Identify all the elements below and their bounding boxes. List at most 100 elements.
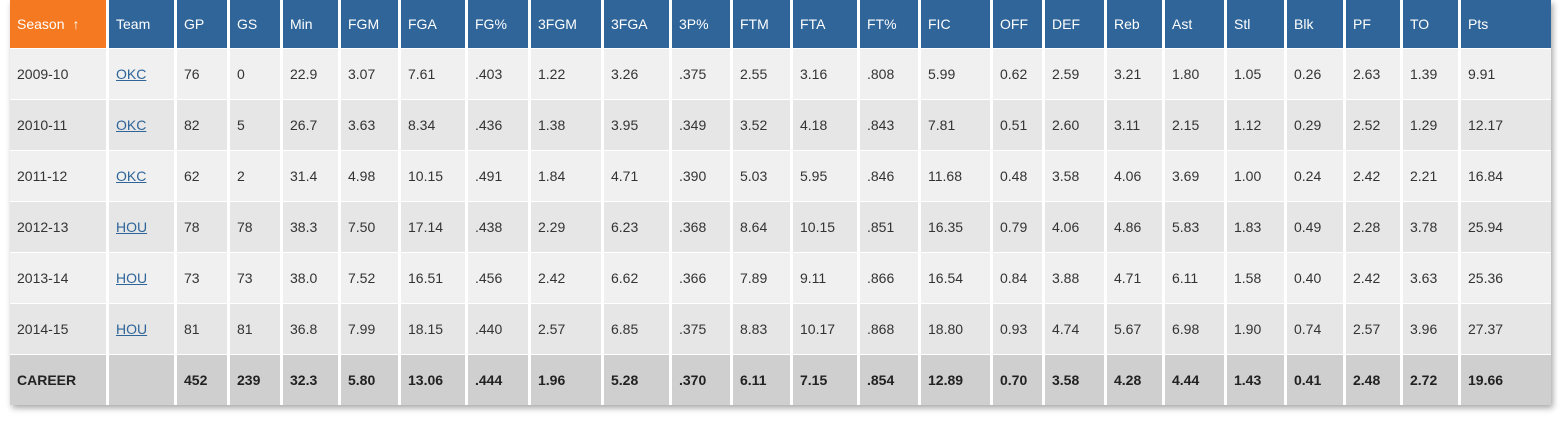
column-header-3p-pct[interactable]: 3P% [672, 0, 733, 48]
stat-cell: 3.63 [1403, 252, 1461, 303]
stat-cell: 25.36 [1461, 252, 1551, 303]
column-header-reb[interactable]: Reb [1107, 0, 1165, 48]
column-header-season[interactable]: Season ↑ [10, 0, 109, 48]
stat-cell: 4.06 [1107, 150, 1165, 201]
stat-cell: .456 [468, 252, 531, 303]
sort-ascending-icon: ↑ [72, 16, 80, 32]
season-cell: 2012-13 [10, 201, 109, 252]
stat-cell: 2.28 [1346, 201, 1403, 252]
stat-cell: 3.11 [1107, 99, 1165, 150]
stat-cell: 0.29 [1287, 99, 1346, 150]
stat-cell: 5.95 [793, 150, 860, 201]
team-link[interactable]: OKC [116, 66, 147, 82]
season-cell: 2010-11 [10, 99, 109, 150]
table-row: 2011-12 OKC 62 2 31.4 4.98 10.15.491 1.84 4.71.3… [10, 150, 1551, 201]
column-header-ftm[interactable]: FTM [733, 0, 793, 48]
stat-cell: 4.71 [1107, 252, 1165, 303]
stat-cell: 26.7 [283, 99, 341, 150]
stat-cell: 3.16 [793, 48, 860, 99]
stat-cell: 18.80 [921, 303, 993, 354]
stat-cell: 0.26 [1287, 48, 1346, 99]
stat-cell: 2.42 [1346, 252, 1403, 303]
stat-cell: 2.21 [1403, 150, 1461, 201]
column-header-pts[interactable]: Pts [1461, 0, 1551, 48]
column-header-team[interactable]: Team [109, 0, 177, 48]
column-header-def[interactable]: DEF [1045, 0, 1107, 48]
stat-cell: 0.24 [1287, 150, 1346, 201]
stat-cell: 16.54 [921, 252, 993, 303]
stats-table-container: Season ↑ Team GP GS Min FGM FGA FG% 3FGM … [10, 0, 1551, 405]
stat-cell: 0.51 [993, 99, 1045, 150]
column-header-fg-pct[interactable]: FG% [468, 0, 531, 48]
column-header-to[interactable]: TO [1403, 0, 1461, 48]
column-header-gs[interactable]: GS [230, 0, 283, 48]
stat-cell: 3.63 [341, 99, 401, 150]
column-header-off[interactable]: OFF [993, 0, 1045, 48]
stat-cell: 0.79 [993, 201, 1045, 252]
column-header-fta[interactable]: FTA [793, 0, 860, 48]
stat-cell: 1.90 [1227, 303, 1287, 354]
stat-cell: 7.99 [341, 303, 401, 354]
stat-cell: 78 [230, 201, 283, 252]
stat-cell: .843 [860, 99, 921, 150]
stat-cell: 12.17 [1461, 99, 1551, 150]
stat-cell: 0.62 [993, 48, 1045, 99]
stat-cell: 3.96 [1403, 303, 1461, 354]
team-cell: HOU [109, 303, 177, 354]
stat-cell: 2.59 [1045, 48, 1107, 99]
stat-cell: 22.9 [283, 48, 341, 99]
stat-cell: 2.42 [1346, 150, 1403, 201]
team-link[interactable]: OKC [116, 117, 147, 133]
stat-cell: 36.8 [283, 303, 341, 354]
column-header-3fga[interactable]: 3FGA [604, 0, 672, 48]
stat-cell: 0 [230, 48, 283, 99]
column-header-fgm[interactable]: FGM [341, 0, 401, 48]
stat-cell: .866 [860, 252, 921, 303]
team-link[interactable]: HOU [116, 270, 148, 286]
stat-cell: 1.38 [531, 99, 604, 150]
header-row: Season ↑ Team GP GS Min FGM FGA FG% 3FGM … [10, 0, 1551, 48]
career-stat-cell: 0.70 [993, 354, 1045, 405]
column-header-fga[interactable]: FGA [401, 0, 468, 48]
stat-cell: 3.69 [1165, 150, 1227, 201]
stat-cell: 10.15 [793, 201, 860, 252]
stat-cell: 3.26 [604, 48, 672, 99]
career-stat-cell: 4.44 [1165, 354, 1227, 405]
stat-cell: 2.29 [531, 201, 604, 252]
team-cell: OKC [109, 48, 177, 99]
stat-cell: 2.52 [1346, 99, 1403, 150]
column-header-fic[interactable]: FIC [921, 0, 993, 48]
team-link[interactable]: HOU [116, 321, 148, 337]
stat-cell: 1.80 [1165, 48, 1227, 99]
stat-cell: 78 [177, 201, 230, 252]
stat-cell: 2.57 [531, 303, 604, 354]
column-header-pf[interactable]: PF [1346, 0, 1403, 48]
stat-cell: 4.98 [341, 150, 401, 201]
career-stat-cell: 7.15 [793, 354, 860, 405]
team-link[interactable]: HOU [116, 219, 148, 235]
season-cell: 2009-10 [10, 48, 109, 99]
table-row: 2013-14 HOU 73 73 38.0 7.52 16.51.456 2.42 6.62.… [10, 252, 1551, 303]
career-stat-cell: 2.48 [1346, 354, 1403, 405]
column-header-3fgm[interactable]: 3FGM [531, 0, 604, 48]
stat-cell: 2.42 [531, 252, 604, 303]
column-header-ast[interactable]: Ast [1165, 0, 1227, 48]
stat-cell: 9.11 [793, 252, 860, 303]
column-header-gp[interactable]: GP [177, 0, 230, 48]
stat-cell: 9.91 [1461, 48, 1551, 99]
stat-cell: 7.52 [341, 252, 401, 303]
career-stat-cell: 19.66 [1461, 354, 1551, 405]
season-cell: 2011-12 [10, 150, 109, 201]
column-header-stl[interactable]: Stl [1227, 0, 1287, 48]
column-header-blk[interactable]: Blk [1287, 0, 1346, 48]
stat-cell: 8.83 [733, 303, 793, 354]
column-header-min[interactable]: Min [283, 0, 341, 48]
stat-cell: .375 [672, 303, 733, 354]
column-header-ft-pct[interactable]: FT% [860, 0, 921, 48]
stat-cell: 0.40 [1287, 252, 1346, 303]
stat-cell: 1.29 [1403, 99, 1461, 150]
stat-cell: 10.15 [401, 150, 468, 201]
stat-cell: 5.03 [733, 150, 793, 201]
career-stat-cell: 5.80 [341, 354, 401, 405]
team-link[interactable]: OKC [116, 168, 147, 184]
